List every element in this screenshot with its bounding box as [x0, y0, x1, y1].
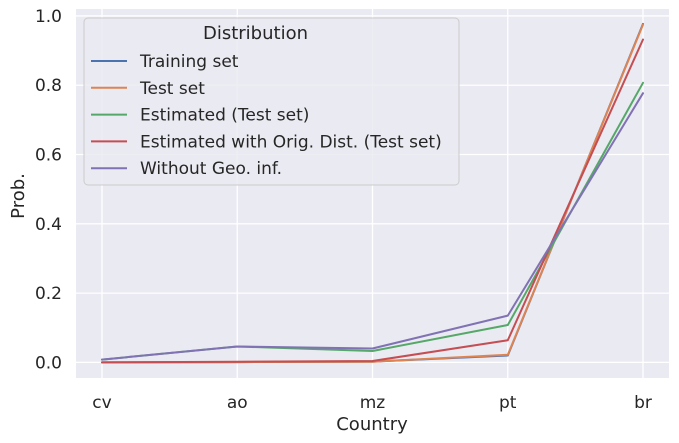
y-tick-label: 0.8	[35, 76, 62, 96]
y-tick-label: 0.2	[35, 284, 62, 304]
x-tick-label: pt	[499, 393, 517, 413]
legend-box	[83, 17, 460, 186]
x-tick-label: br	[634, 393, 652, 413]
y-axis-title: Prob.	[8, 173, 29, 219]
x-tick-label: mz	[360, 393, 386, 413]
x-axis-title: Country	[336, 414, 408, 435]
y-tick-label: 0.0	[35, 353, 62, 373]
y-tick-label: 1.0	[35, 7, 62, 27]
legend-label: Without Geo. inf.	[140, 159, 282, 179]
legend-label: Training set	[139, 52, 239, 72]
y-tick-label: 0.6	[35, 146, 62, 166]
legend: Distribution Training set Test set Estimate…	[83, 17, 460, 186]
x-tick-label: cv	[92, 393, 111, 413]
legend-title: Distribution	[203, 23, 308, 44]
legend-label: Test set	[139, 79, 205, 99]
series-line-5	[101, 92, 644, 361]
legend-label: Estimated with Orig. Dist. (Test set)	[140, 132, 442, 152]
tick-labels: 0.0 0.2 0.4 0.6 0.8 1.0 cv ao mz pt br	[35, 7, 652, 413]
legend-label: Estimated (Test set)	[140, 106, 309, 126]
x-tick-label: ao	[227, 393, 248, 413]
y-tick-label: 0.4	[35, 215, 62, 235]
series-lines	[101, 22, 644, 364]
